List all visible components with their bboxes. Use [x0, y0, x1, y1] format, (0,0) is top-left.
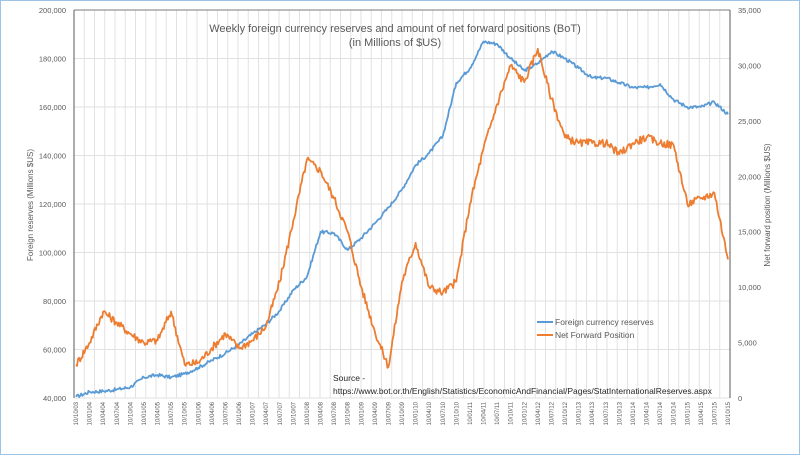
x-axis-ticks: 10/10/03 10/01/04 10/04/04 10/07/04 10/10/04…: [74, 401, 732, 425]
x-tick-label: 10/04/12: [536, 401, 542, 425]
y2-axis-ticks: 0 5,000 10,000 15,000 20,000 25,000 30,000 35,0…: [738, 6, 761, 403]
chart-title: Weekly foreign currency reserves and amo…: [209, 23, 581, 35]
source-label: Source -: [333, 373, 365, 383]
x-tick-label: 10/04/05: [156, 401, 162, 425]
y-tick-label: 140,000: [39, 152, 66, 161]
x-tick-label: 10/10/05: [183, 401, 189, 425]
y-axis-ticks: 40,000 60,000 80,000 100,000 120,000 140,000 1…: [39, 6, 66, 403]
x-tick-label: 10/10/15: [726, 401, 732, 425]
legend-label-forward: Net Forward Position: [555, 330, 635, 340]
x-tick-label: 10/04/10: [427, 401, 433, 425]
y2-tick-label: 5,000: [738, 339, 757, 348]
x-tick-label: 10/04/06: [210, 401, 216, 425]
y-tick-label: 40,000: [43, 394, 66, 403]
x-tick-label: 10/10/09: [400, 401, 406, 425]
x-tick-label: 10/01/06: [196, 401, 202, 425]
x-tick-label: 10/07/15: [712, 401, 718, 425]
y-tick-label: 160,000: [39, 103, 66, 112]
x-tick-label: 10/07/07: [278, 401, 284, 425]
x-tick-label: 10/10/04: [128, 401, 134, 425]
x-tick-label: 10/01/15: [685, 401, 691, 425]
x-tick-label: 10/04/09: [373, 401, 379, 425]
x-tick-label: 10/10/10: [454, 401, 460, 425]
x-tick-label: 10/04/14: [645, 401, 651, 425]
x-tick-label: 10/07/13: [604, 401, 610, 425]
source-url: https://www.bot.or.th/English/Statistics…: [333, 386, 713, 396]
y2-tick-label: 15,000: [738, 228, 761, 237]
x-tick-label: 10/04/08: [319, 401, 325, 425]
x-tick-label: 10/01/08: [305, 401, 311, 425]
x-tick-label: 10/01/04: [88, 401, 94, 425]
y2-tick-label: 10,000: [738, 283, 761, 292]
x-tick-label: 10/10/12: [563, 401, 569, 425]
x-tick-label: 10/01/09: [359, 401, 365, 425]
legend: Foreign currency reserves Net Forward Po…: [537, 317, 654, 340]
x-tick-label: 10/01/12: [522, 401, 528, 425]
x-tick-label: 10/10/07: [291, 401, 297, 425]
x-tick-label: 10/01/11: [468, 401, 474, 425]
y2-axis-label: Net forward position (Millions $US): [763, 143, 772, 266]
y2-tick-label: 20,000: [738, 172, 761, 181]
x-tick-label: 10/01/05: [142, 401, 148, 425]
series-lines: [75, 40, 729, 399]
x-tick-label: 10/10/11: [509, 401, 515, 425]
series-line-net-forward-position: [75, 47, 729, 369]
series-line-foreign-reserves: [75, 40, 729, 399]
y2-tick-label: 35,000: [738, 6, 761, 15]
x-tick-label: 10/07/09: [386, 401, 392, 425]
y-tick-label: 100,000: [39, 249, 66, 258]
y2-tick-label: 30,000: [738, 61, 761, 70]
x-tick-label: 10/10/08: [346, 401, 352, 425]
x-tick-label: 10/07/05: [169, 401, 175, 425]
x-tick-label: 10/10/14: [672, 401, 678, 425]
x-tick-label: 10/07/06: [223, 401, 229, 425]
y-tick-label: 180,000: [39, 55, 66, 64]
x-tick-label: 10/07/12: [549, 401, 555, 425]
x-tick-label: 10/01/13: [577, 401, 583, 425]
y-tick-label: 200,000: [39, 6, 66, 15]
y-tick-label: 120,000: [39, 200, 66, 209]
x-tick-label: 10/04/13: [590, 401, 596, 425]
y-tick-label: 80,000: [43, 297, 66, 306]
x-tick-label: 10/01/10: [414, 401, 420, 425]
x-tick-label: 10/10/13: [617, 401, 623, 425]
y-tick-label: 60,000: [43, 346, 66, 355]
legend-label-reserves: Foreign currency reserves: [555, 317, 654, 327]
x-tick-label: 10/04/04: [101, 401, 107, 425]
y2-tick-label: 0: [738, 394, 742, 403]
y2-tick-label: 25,000: [738, 117, 761, 126]
x-tick-label: 10/07/11: [495, 401, 501, 425]
x-tick-label: 10/01/14: [631, 401, 637, 425]
y-axis-label: Foreign reserves (Millions $US): [26, 149, 35, 261]
x-tick-label: 10/07/10: [441, 401, 447, 425]
x-tick-label: 10/10/03: [74, 401, 80, 425]
x-tick-label: 10/07/14: [658, 401, 664, 425]
x-tick-label: 10/04/15: [699, 401, 705, 425]
x-tick-label: 10/10/06: [237, 401, 243, 425]
x-tick-label: 10/01/07: [251, 401, 257, 425]
x-tick-label: 10/07/04: [115, 401, 121, 425]
x-tick-label: 10/04/11: [482, 401, 488, 425]
chart-subtitle: (in Millions of $US): [349, 37, 441, 49]
x-tick-label: 10/04/07: [264, 401, 270, 425]
x-tick-label: 10/07/08: [332, 401, 338, 425]
